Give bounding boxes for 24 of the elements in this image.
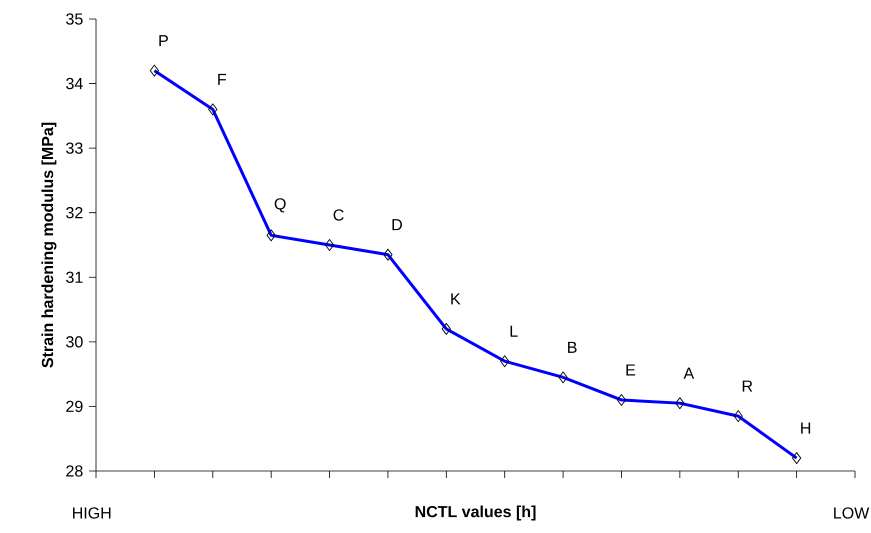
y-tick-label: 32 xyxy=(66,207,82,218)
data-label: D xyxy=(392,219,402,230)
data-label: K xyxy=(451,293,460,304)
y-tick-label: 34 xyxy=(66,78,83,90)
y-tick-label: 35 xyxy=(66,13,83,25)
data-label: H xyxy=(801,422,810,434)
data-label: L xyxy=(510,326,518,337)
x-axis-title: NCTL values [h] xyxy=(416,506,536,520)
y-tick-label: 28 xyxy=(66,465,83,477)
data-label: R xyxy=(742,380,752,392)
data-label: P xyxy=(159,35,168,46)
data-label: Q xyxy=(274,198,286,212)
data-label: E xyxy=(626,364,636,376)
y-tick-label: 31 xyxy=(66,272,82,283)
data-label: C xyxy=(334,209,344,221)
y-tick-label: 30 xyxy=(66,336,83,348)
y-tick-label: 29 xyxy=(66,400,83,412)
y-axis-title: Strain hardening modulus [MPa] xyxy=(41,122,56,368)
data-label: A xyxy=(684,368,694,379)
data-label: F xyxy=(218,74,226,85)
data-label: B xyxy=(568,342,577,353)
y-tick-label: 33 xyxy=(66,142,83,154)
text: HIGH xyxy=(73,507,110,519)
text: LOW xyxy=(834,507,870,519)
